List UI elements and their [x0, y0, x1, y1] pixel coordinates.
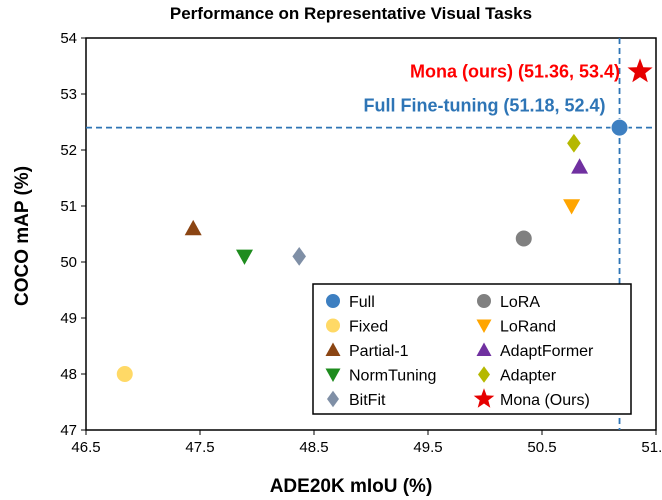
- legend-label: LoRand: [500, 319, 556, 336]
- annotations: Mona (ours) (51.36, 53.4) Full Fine-tunin…: [363, 62, 620, 116]
- data-point-bitfit: [292, 247, 306, 266]
- legend-label: Adapter: [500, 368, 557, 385]
- legend-label: BitFit: [349, 392, 386, 409]
- chart-title: Performance on Representative Visual Tas…: [170, 4, 532, 23]
- x-tick-label: 49.5: [413, 439, 442, 456]
- data-point-full: [610, 118, 629, 137]
- y-tick-label: 49: [60, 310, 77, 327]
- y-tick-label: 48: [60, 366, 77, 383]
- data-point-normtuning: [236, 249, 253, 265]
- x-axis-label: ADE20K mIoU (%): [270, 476, 433, 497]
- legend-marker-adapter: [478, 366, 490, 383]
- legend-label: Fixed: [349, 319, 388, 336]
- data-point-lora: [514, 229, 533, 248]
- y-tick-label: 51: [60, 198, 77, 215]
- legend-label: AdaptFormer: [500, 343, 594, 360]
- data-points: [115, 58, 653, 383]
- reference-lines: [86, 38, 656, 430]
- y-tick-label: 47: [60, 422, 77, 439]
- x-tick-label: 46.5: [71, 439, 100, 456]
- legend-marker-full: [325, 293, 341, 309]
- data-point-lorand: [563, 199, 581, 215]
- legend-label: LoRA: [500, 294, 540, 311]
- legend-marker-lora: [476, 293, 492, 309]
- plot-area: [85, 37, 657, 431]
- legend-label: Partial-1: [349, 343, 409, 360]
- data-point-mona-ours: [627, 58, 653, 83]
- data-point-adaptformer: [571, 158, 589, 174]
- y-tick-label: 52: [60, 142, 77, 159]
- annotation-label: Full Fine-tuning (51.18, 52.4): [363, 96, 605, 116]
- legend-label: Mona (Ours): [500, 392, 590, 409]
- legend-box: [312, 283, 632, 415]
- legend-marker-bitfit: [327, 390, 339, 408]
- data-point-fixed: [115, 365, 134, 383]
- legend: Full LoRA Fixed LoRand Partial-1 AdaptFormer N…: [312, 283, 632, 415]
- legend-marker-fixed: [325, 317, 341, 334]
- y-tick-label: 54: [60, 30, 77, 47]
- annotation-label: Mona (ours) (51.36, 53.4): [410, 62, 620, 82]
- x-tick-label: 48.5: [299, 439, 328, 456]
- legend-marker-adaptformer: [476, 342, 492, 356]
- legend-marker-normtuning: [325, 368, 341, 382]
- x-tick-label: 51.5: [641, 439, 662, 456]
- y-axis-ticks: 47 48 49 50 51 52 53 54: [60, 30, 86, 439]
- legend-marker-partial-1: [325, 342, 341, 356]
- legend-label: Full: [349, 294, 375, 311]
- x-axis-ticks: 46.5 47.5 48.5 49.5 50.5 51.5: [71, 430, 662, 456]
- data-point-adapter: [567, 133, 581, 153]
- data-point-partial-1: [184, 219, 202, 236]
- y-tick-label: 50: [60, 254, 77, 271]
- x-tick-label: 50.5: [527, 439, 556, 456]
- y-tick-label: 53: [60, 86, 77, 103]
- legend-label: NormTuning: [349, 368, 436, 385]
- legend-marker-lorand: [476, 319, 492, 333]
- x-tick-label: 47.5: [185, 439, 214, 456]
- y-axis-label: COCO mAP (%): [12, 166, 33, 306]
- plot-border: [85, 37, 657, 431]
- legend-marker-mona-ours: [473, 388, 495, 408]
